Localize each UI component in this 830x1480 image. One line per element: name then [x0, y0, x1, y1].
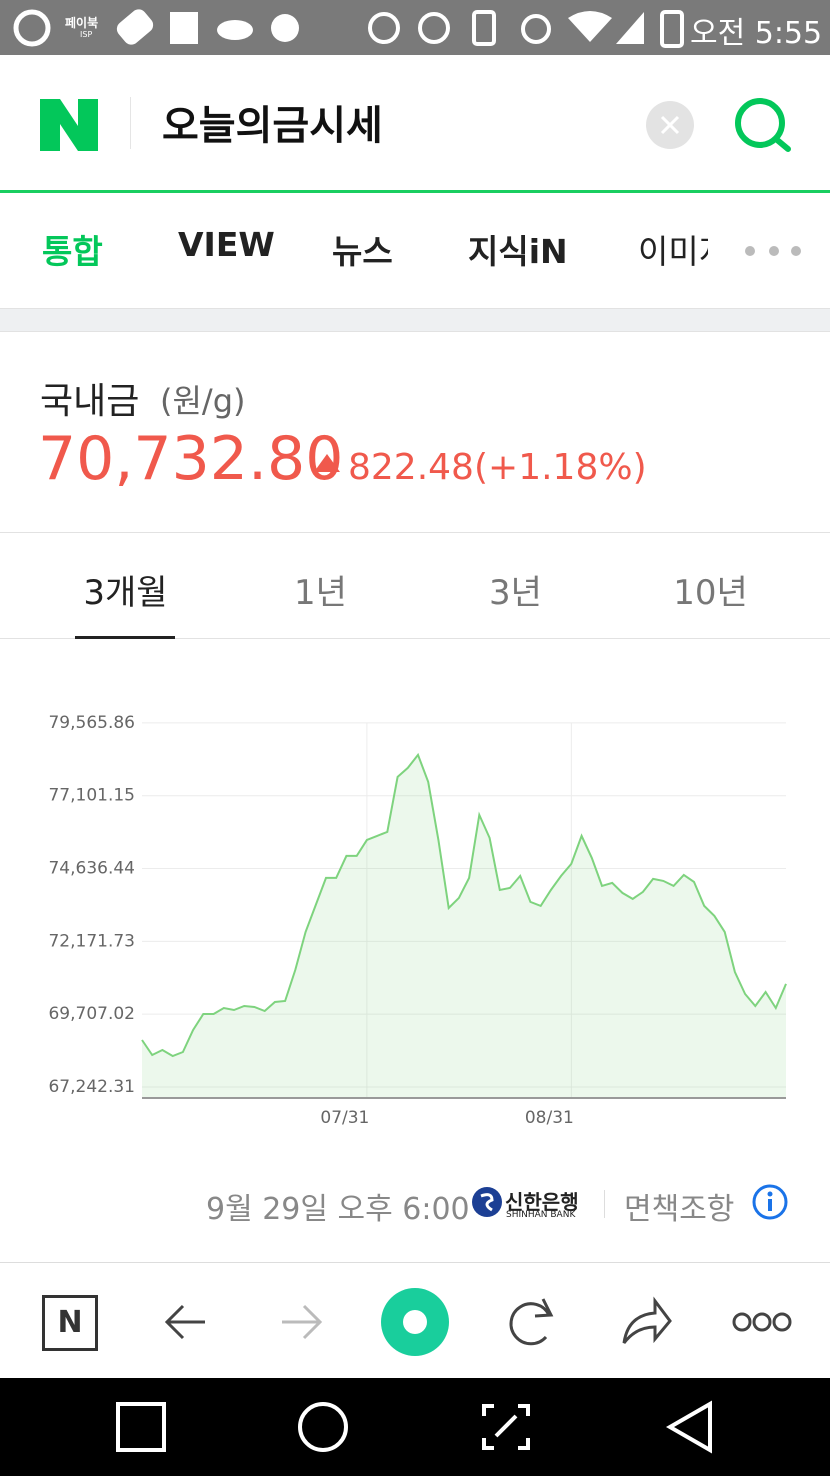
search-tab[interactable]: 이미지: [638, 232, 708, 271]
home-button[interactable]: N: [42, 1295, 98, 1351]
search-tab[interactable]: 통합: [42, 232, 103, 271]
bank-name-en: SHINHAN BANK: [506, 1210, 576, 1220]
period-tabs: 3개월 1년 3년 10년: [0, 533, 830, 639]
chart: 67,242.31 69,707.02 72,171.73 74,636.44 77,1…: [48, 713, 787, 1128]
search-tab[interactable]: 뉴스: [332, 232, 393, 271]
clear-button[interactable]: [645, 100, 695, 150]
search-button[interactable]: [732, 95, 794, 157]
recents-button[interactable]: [116, 1402, 166, 1452]
search-tab[interactable]: VIEW: [178, 225, 275, 264]
y-tick-label: 77,101.15: [48, 786, 135, 806]
period-tab[interactable]: 3개월: [83, 573, 168, 613]
bank-logo: [472, 1187, 502, 1217]
search-tab[interactable]: 지식iN: [468, 232, 568, 271]
system-nav-bar: [0, 1378, 830, 1476]
current-price: 70,732.80: [38, 424, 344, 494]
more-tabs[interactable]: [712, 241, 802, 261]
more-button[interactable]: [732, 1312, 792, 1332]
back-button[interactable]: [164, 1304, 205, 1340]
price-change: 822.48: [348, 447, 474, 488]
browser-toolbar: N: [0, 1262, 830, 1379]
timestamp: 9월 29일 오후 6:00: [206, 1192, 470, 1227]
home-nav-button[interactable]: [298, 1402, 348, 1452]
search-header: 오늘의금시세: [0, 55, 830, 193]
forward-button[interactable]: [282, 1304, 323, 1340]
info-icon[interactable]: [752, 1184, 788, 1220]
up-arrow: [314, 454, 340, 472]
active-underline: [75, 636, 175, 639]
y-tick-label: 74,636.44: [48, 859, 135, 879]
app-label: 페이북: [65, 16, 99, 30]
y-tick-label: 72,171.73: [48, 931, 135, 951]
line: [141, 752, 787, 1058]
period-tab[interactable]: 1년: [294, 573, 347, 613]
bank-name: 신한은행: [505, 1190, 579, 1214]
search-query[interactable]: 오늘의금시세: [162, 103, 383, 149]
tab-bar: 통합 VIEW 뉴스 지식iN 이미지: [0, 193, 830, 309]
back-nav-button[interactable]: [665, 1400, 712, 1454]
status-icons: [13, 9, 684, 48]
y-tick-label: 79,565.86: [48, 713, 135, 733]
reload-button[interactable]: [509, 1302, 551, 1346]
naver-logo[interactable]: [40, 99, 98, 151]
x-tick-label: 07/31: [320, 1108, 369, 1128]
price-change-pct: (+1.18%): [474, 447, 647, 488]
toolbar-icons: [164, 1288, 792, 1356]
y-tick-label: 67,242.31: [48, 1077, 135, 1097]
clock: 오전 5:55: [690, 16, 823, 51]
price-card: 국내금 (원/g) 70,732.80 822.48 (+1.18%): [0, 332, 830, 533]
app-sublabel: ISP: [80, 30, 93, 39]
period-tab[interactable]: 3년: [489, 573, 542, 613]
area: [142, 754, 786, 1098]
status-bar: 페이북 ISP 오전 5:55: [0, 0, 830, 55]
capture-button[interactable]: [482, 1404, 530, 1450]
x-tick-label: 08/31: [525, 1108, 574, 1128]
nav-icons: [116, 1400, 712, 1454]
item-name: 국내금: [40, 381, 140, 422]
separator: [0, 309, 830, 332]
disclaimer[interactable]: 면책조항: [624, 1192, 735, 1227]
unit: (원/g): [160, 382, 246, 420]
share-button[interactable]: [622, 1296, 672, 1344]
period-tab[interactable]: 10년: [673, 573, 748, 613]
y-tick-label: 69,707.02: [48, 1004, 135, 1024]
